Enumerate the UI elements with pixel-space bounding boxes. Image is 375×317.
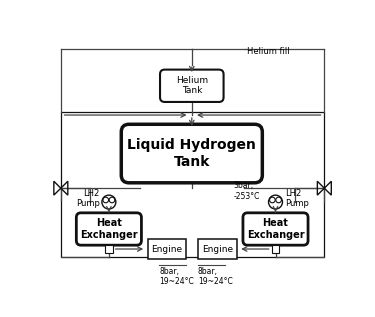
- Text: Engine: Engine: [202, 244, 233, 254]
- FancyBboxPatch shape: [160, 70, 224, 102]
- Text: Helium fill: Helium fill: [247, 47, 290, 55]
- FancyBboxPatch shape: [76, 213, 141, 245]
- Bar: [105, 245, 113, 253]
- Bar: [148, 239, 186, 259]
- Text: Engine: Engine: [152, 244, 183, 254]
- Bar: [272, 245, 279, 253]
- Text: 8bar,
19~24°C: 8bar, 19~24°C: [159, 267, 194, 286]
- Text: LH2
Pump: LH2 Pump: [285, 189, 309, 208]
- Text: Heat
Exchanger: Heat Exchanger: [247, 218, 304, 240]
- Text: Liquid Hydrogen
Tank: Liquid Hydrogen Tank: [128, 139, 256, 169]
- Text: 8bar,
19~24°C: 8bar, 19~24°C: [198, 267, 233, 286]
- Bar: [61, 112, 324, 257]
- FancyBboxPatch shape: [121, 124, 262, 183]
- Text: Heat
Exchanger: Heat Exchanger: [80, 218, 138, 240]
- Text: 3bar,
-253°C: 3bar, -253°C: [234, 181, 260, 201]
- Text: Helium
Tank: Helium Tank: [176, 76, 208, 95]
- FancyBboxPatch shape: [243, 213, 308, 245]
- Bar: [198, 239, 237, 259]
- Text: LH2
Pump: LH2 Pump: [76, 189, 100, 208]
